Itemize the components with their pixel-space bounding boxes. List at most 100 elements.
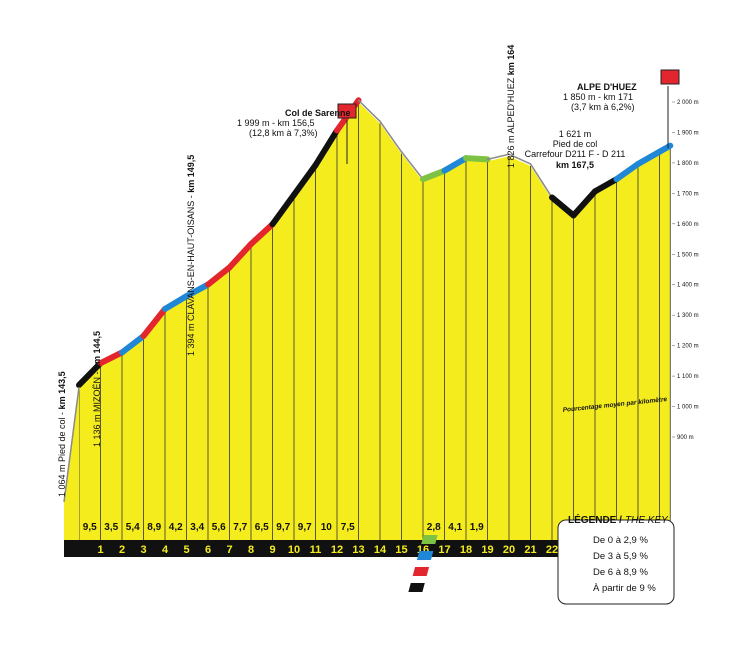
gradient-label: 2,8 xyxy=(427,522,441,533)
y-tick-label: 1 100 m xyxy=(677,374,699,380)
sarenne-info: (12,8 km à 7,3%) xyxy=(249,128,318,138)
valley-km: km 167,5 xyxy=(556,160,594,170)
gradient-label: 3,4 xyxy=(190,522,204,533)
km-label: 18 xyxy=(460,544,472,556)
legend-swatch xyxy=(416,551,434,560)
profile-area xyxy=(79,102,671,541)
km-label: 9 xyxy=(269,544,275,556)
gradient-label: 5,4 xyxy=(126,522,140,533)
legend-swatch xyxy=(412,567,430,576)
km-label: 7 xyxy=(226,544,232,556)
edge-segment xyxy=(420,167,448,183)
gradient-label: 9,7 xyxy=(298,522,312,533)
gradient-label: 1,9 xyxy=(470,522,484,533)
edge-segment xyxy=(463,155,491,163)
annotation-km: km 164 xyxy=(506,45,516,76)
edge-segment xyxy=(613,160,641,183)
gradient-label: 9,5 xyxy=(83,522,97,533)
gradient-label: 3,5 xyxy=(104,522,118,533)
edge-segment xyxy=(205,264,233,288)
edge-segment xyxy=(291,162,319,198)
gradient-label: 9,7 xyxy=(276,522,290,533)
edge-segment xyxy=(226,241,254,271)
edge-segment xyxy=(119,333,147,356)
km-label: 4 xyxy=(162,544,169,556)
edge-segment xyxy=(269,191,297,228)
km-label: 17 xyxy=(438,544,450,556)
alpe-info: (3,7 km à 6,2%) xyxy=(571,102,635,112)
edge-segment xyxy=(248,221,276,248)
annotation-text: 1 826 m ALPED'HUEZ xyxy=(506,75,516,168)
legend-label: De 0 à 2,9 % xyxy=(593,535,648,546)
edge-segment xyxy=(357,99,381,123)
km-label: 20 xyxy=(503,544,515,556)
km-label: 10 xyxy=(288,544,300,556)
profile: 1234567891011121314151617181920212223242… xyxy=(57,45,699,557)
legend: LÉGENDE / THE KEY De 0 à 2,9 % De 3 à 5,9… xyxy=(408,513,675,605)
legend-label: De 3 à 5,9 % xyxy=(593,551,648,562)
legend-title: LÉGENDE / xyxy=(568,513,622,526)
alpe-info: 1 850 m - km 171 xyxy=(563,92,633,102)
vertical-annotation: 1 136 m MIZOËN - km 144,5 xyxy=(92,331,102,447)
y-tick-label: 1 600 m xyxy=(677,222,699,228)
gradient-label: 6,5 xyxy=(255,522,269,533)
km-label: 21 xyxy=(524,544,536,556)
gradient-label: 7,5 xyxy=(341,522,355,533)
sarenne-name: Col de Sarenne xyxy=(285,108,351,118)
y-tick-label: 1 700 m xyxy=(677,191,699,197)
edge-segment xyxy=(529,163,553,199)
y-tick-label: 1 300 m xyxy=(677,313,699,319)
km-label: 8 xyxy=(248,544,254,556)
y-tick-label: 1 800 m xyxy=(677,161,699,167)
km-label: 3 xyxy=(140,544,146,556)
vertical-annotation: 1 826 m ALPED'HUEZ km 164 xyxy=(506,45,516,168)
annotation-km: km 143,5 xyxy=(57,371,67,409)
km-label: 11 xyxy=(310,544,322,556)
annotation-km: km 144,5 xyxy=(92,331,102,369)
legend-swatch xyxy=(421,535,438,544)
edge-segment xyxy=(486,153,510,161)
sarenne-info: 1 999 m - km 156,5 xyxy=(237,118,315,128)
gradient-label: 4,2 xyxy=(169,522,183,533)
edge-segment xyxy=(97,349,125,367)
annotation-text: 1 064 m Pied de col - xyxy=(57,409,67,497)
edge-segment xyxy=(570,188,598,219)
legend-label: À partir de 9 % xyxy=(593,583,656,594)
annotation-text: 1 394 m CLAVANS-EN-HAUT-OISANS - xyxy=(186,193,196,356)
edge-segment xyxy=(635,148,663,167)
gradient-label: 10 xyxy=(321,522,333,533)
y-tick-label: 1 200 m xyxy=(677,344,699,350)
edge-segment xyxy=(140,305,168,340)
gradient-label: 5,6 xyxy=(212,522,226,533)
km-band xyxy=(64,540,671,557)
gradient-label: 4,1 xyxy=(448,522,462,533)
edge-segment xyxy=(592,176,620,195)
y-tick-label: 2 000 m xyxy=(677,100,699,106)
edge-segment xyxy=(441,155,469,174)
km-label: 12 xyxy=(331,544,343,556)
edge-segment xyxy=(76,360,104,389)
vertical-annotation: 1 064 m Pied de col - km 143,5 xyxy=(57,371,67,497)
lead-in-edge xyxy=(63,386,80,503)
edge-segment xyxy=(400,151,424,180)
edge-segment xyxy=(379,120,403,153)
legend-label: De 6 à 8,9 % xyxy=(593,567,648,578)
lead-in xyxy=(64,387,79,540)
y-tick-label: 900 m xyxy=(677,435,694,441)
y-tick-label: 1 500 m xyxy=(677,252,699,258)
km-label: 5 xyxy=(183,544,189,556)
valley-info: Carrefour D211 F - D 211 xyxy=(525,149,626,159)
vertical-annotation: 1 394 m CLAVANS-EN-HAUT-OISANS - km 149,… xyxy=(186,155,196,356)
flag-finish xyxy=(660,69,680,148)
gradient-label: 7,7 xyxy=(233,522,247,533)
legend-title-en: THE KEY xyxy=(625,515,669,526)
edge-segment xyxy=(312,127,340,169)
km-label: 14 xyxy=(374,544,387,556)
valley-info: Pied de col xyxy=(553,139,598,149)
km-label: 15 xyxy=(395,544,407,556)
legend-items: De 0 à 2,9 % De 3 à 5,9 % De 6 à 8,9 % À pa… xyxy=(408,535,656,594)
km-label: 19 xyxy=(481,544,493,556)
km-label: 13 xyxy=(352,544,364,556)
y-tick-label: 1 900 m xyxy=(677,130,699,136)
